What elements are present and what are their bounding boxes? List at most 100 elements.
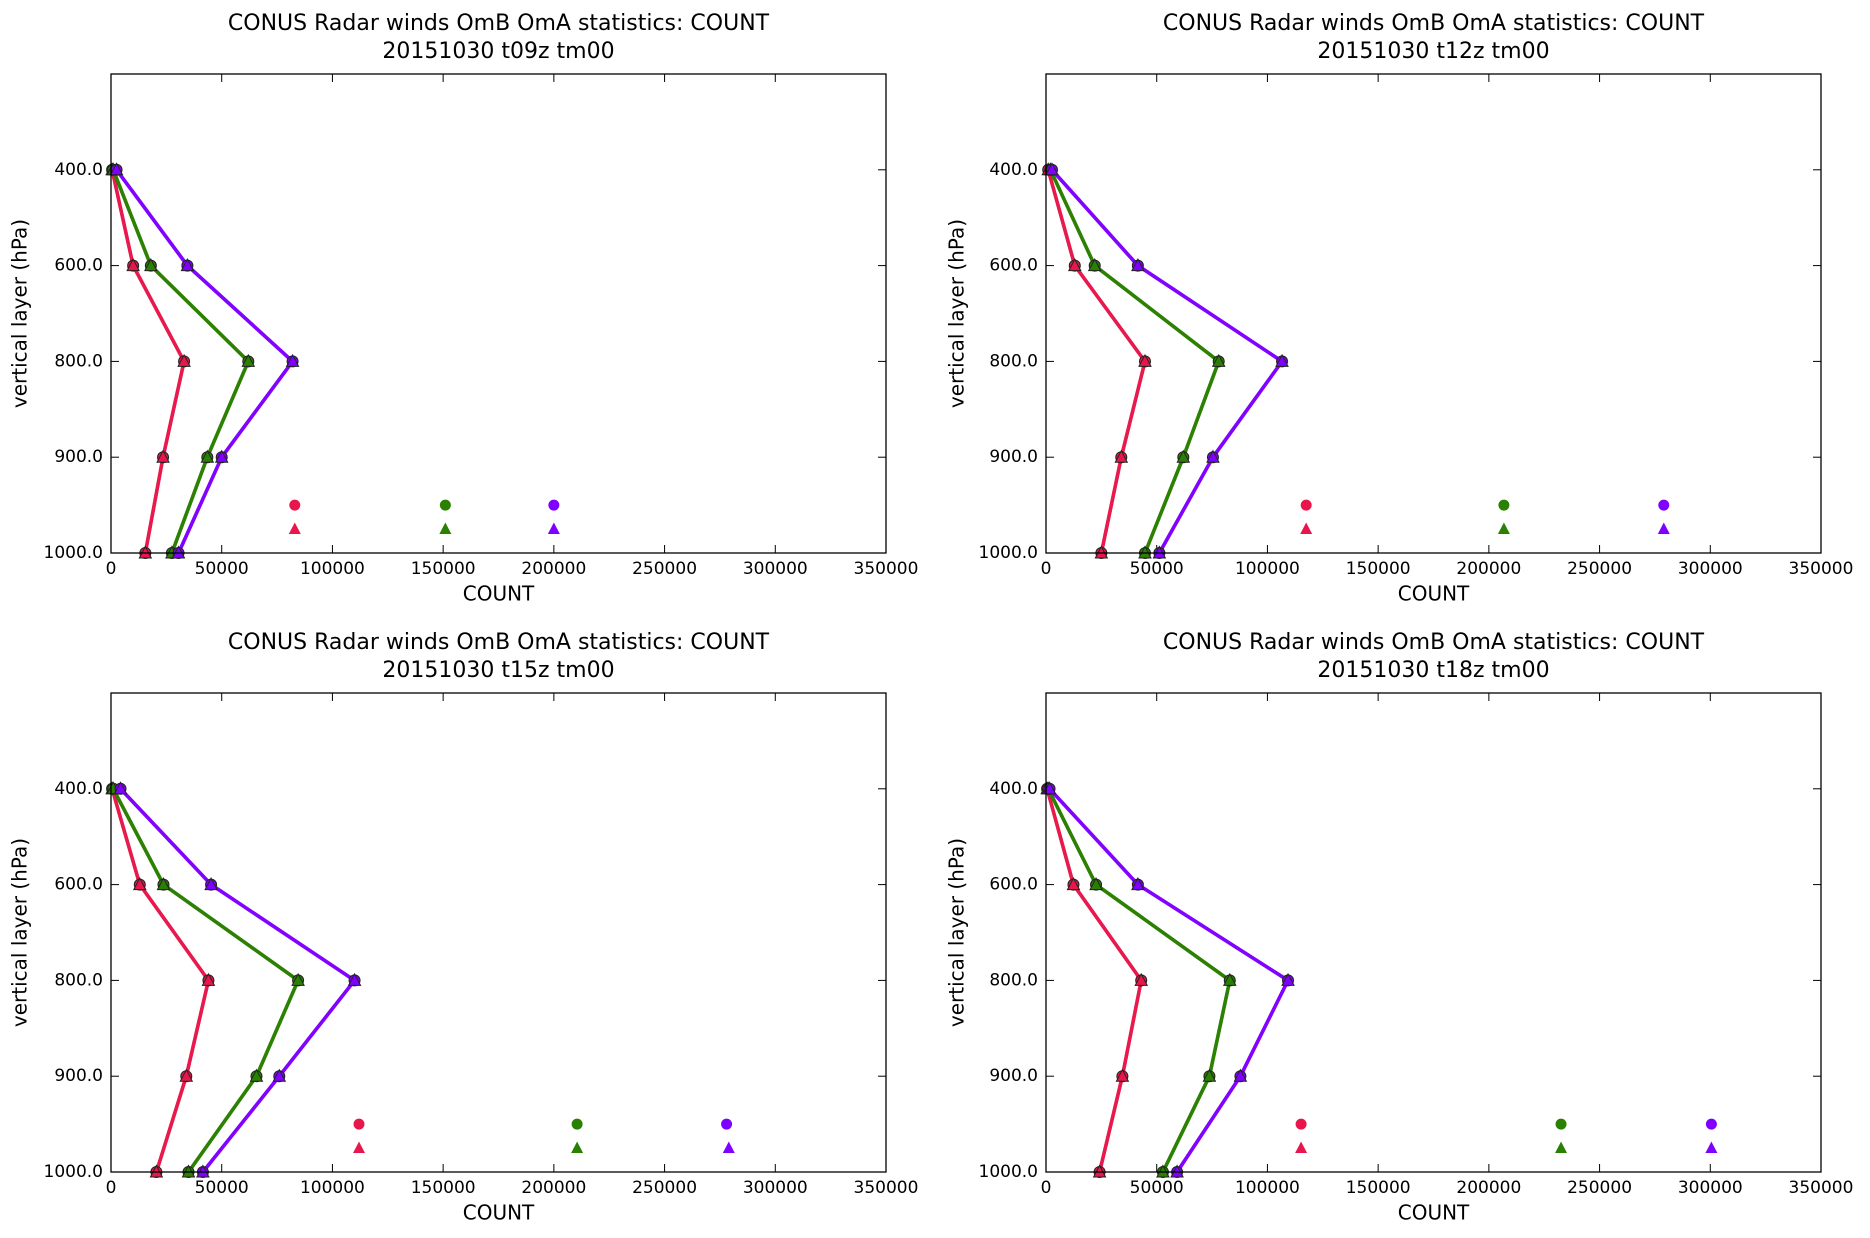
- total-point: [722, 1141, 735, 1154]
- total-point: [1295, 1141, 1308, 1154]
- total-point: [571, 1141, 584, 1154]
- data-point: [126, 258, 140, 272]
- data-point: [1222, 972, 1237, 986]
- x-tick-label: 50000: [195, 1178, 249, 1198]
- y-axis-label: vertical layer (hPa): [8, 219, 32, 408]
- x-axis-label: COUNT: [463, 582, 535, 606]
- series-line: [110, 169, 186, 554]
- data-point: [1211, 353, 1226, 367]
- data-point: [1202, 1068, 1217, 1082]
- y-tick-label: 1000.0: [44, 543, 103, 563]
- total-point: [1705, 1141, 1718, 1154]
- data-point: [1114, 449, 1129, 463]
- x-tick-label: 200000: [1456, 1178, 1521, 1198]
- data-point: [196, 1164, 210, 1178]
- data-point: [1134, 972, 1149, 986]
- y-tick-label: 800.0: [989, 351, 1038, 371]
- x-tick-label: 250000: [1567, 559, 1632, 579]
- data-point: [180, 258, 195, 272]
- chart-subtitle: 20151030 t09z tm00: [382, 39, 614, 64]
- x-axis-label: COUNT: [463, 1201, 535, 1225]
- total-point: [1657, 522, 1670, 535]
- total-point: [1300, 522, 1313, 535]
- data-point: [1152, 545, 1167, 559]
- y-tick-label: 600.0: [54, 256, 103, 276]
- x-tick-label: 350000: [1789, 559, 1854, 579]
- y-tick-label: 400.0: [54, 779, 103, 799]
- x-tick-label: 250000: [1567, 1178, 1632, 1198]
- x-tick-label: 200000: [521, 1178, 586, 1198]
- y-tick-label: 600.0: [989, 256, 1038, 276]
- series-line: [110, 169, 186, 554]
- total-point: [1497, 522, 1510, 535]
- x-tick-label: 250000: [632, 559, 697, 579]
- x-axis-label: COUNT: [1398, 1201, 1470, 1225]
- data-point: [1233, 1068, 1248, 1082]
- x-tick-label: 150000: [1346, 1178, 1411, 1198]
- data-point: [132, 877, 147, 891]
- total-point: [1658, 499, 1670, 511]
- data-point: [177, 353, 191, 367]
- data-point: [1045, 162, 1059, 176]
- total-point: [289, 499, 301, 511]
- data-point: [214, 449, 229, 463]
- chart-subtitle: 20151030 t18z tm00: [1317, 658, 1549, 683]
- total-point: [548, 499, 560, 511]
- series-line: [1046, 169, 1147, 554]
- y-tick-label: 1000.0: [979, 543, 1038, 563]
- data-point: [1275, 353, 1289, 367]
- y-tick-label: 800.0: [54, 970, 103, 990]
- x-tick-label: 100000: [1235, 559, 1300, 579]
- data-point: [156, 877, 171, 891]
- x-tick-label: 100000: [1235, 1178, 1300, 1198]
- x-tick-label: 150000: [411, 1178, 476, 1198]
- data-point: [241, 353, 256, 367]
- data-point: [1094, 545, 1109, 559]
- chart-title: CONUS Radar winds OmB OmA statistics: CO…: [228, 11, 770, 36]
- series-line: [115, 168, 295, 554]
- x-tick-label: 50000: [1130, 1178, 1184, 1198]
- x-tick-label: 200000: [1456, 559, 1521, 579]
- x-tick-label: 300000: [1678, 559, 1743, 579]
- y-tick-label: 800.0: [989, 970, 1038, 990]
- data-point: [1156, 1164, 1170, 1178]
- total-point: [571, 1118, 583, 1130]
- data-point: [1089, 877, 1103, 891]
- data-point: [285, 353, 300, 367]
- y-tick-label: 900.0: [989, 447, 1038, 467]
- y-tick-label: 900.0: [989, 1066, 1038, 1086]
- series-line: [1048, 787, 1290, 1173]
- x-tick-label: 0: [1041, 1178, 1052, 1198]
- data-point: [149, 1164, 164, 1178]
- x-tick-label: 0: [1041, 559, 1052, 579]
- data-point: [179, 1068, 194, 1082]
- total-point: [439, 522, 452, 535]
- data-point: [1067, 258, 1082, 272]
- y-axis-label: vertical layer (hPa): [8, 838, 32, 1027]
- chart-subtitle: 20151030 t15z tm00: [382, 658, 614, 683]
- x-tick-label: 250000: [632, 1178, 697, 1198]
- y-tick-label: 400.0: [54, 160, 103, 180]
- series-line: [119, 787, 357, 1174]
- series-line: [1048, 787, 1290, 1173]
- series-line: [1045, 788, 1143, 1173]
- data-point: [1176, 449, 1191, 463]
- x-tick-label: 50000: [195, 559, 249, 579]
- chart-subtitle: 20151030 t12z tm00: [1317, 39, 1549, 64]
- total-point: [1705, 1118, 1717, 1130]
- total-point: [721, 1118, 733, 1130]
- y-tick-label: 900.0: [54, 1066, 103, 1086]
- data-point: [1138, 545, 1152, 559]
- data-point: [1131, 877, 1145, 891]
- data-point: [138, 545, 153, 559]
- y-axis-label: vertical layer (hPa): [945, 219, 969, 408]
- data-point: [1066, 877, 1081, 891]
- data-point: [109, 162, 124, 176]
- data-point: [1131, 258, 1145, 272]
- x-axis-label: COUNT: [1398, 582, 1470, 606]
- total-point: [1555, 1141, 1568, 1154]
- y-tick-label: 1000.0: [979, 1162, 1038, 1182]
- total-point: [1555, 1118, 1567, 1130]
- data-point: [1170, 1164, 1184, 1178]
- y-tick-label: 900.0: [54, 447, 103, 467]
